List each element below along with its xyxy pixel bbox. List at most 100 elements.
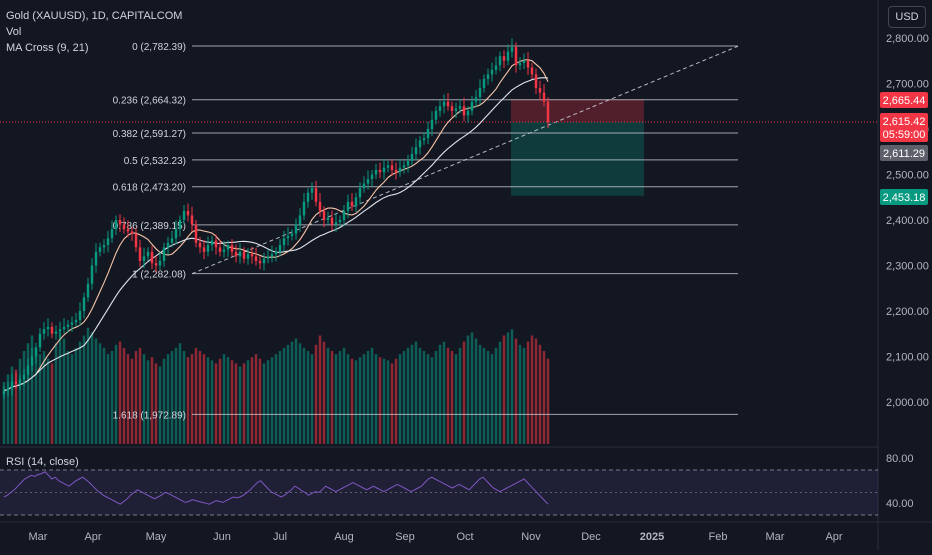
volume-bar [314, 344, 318, 444]
trend-line[interactable] [0, 45, 878, 275]
volume-bar [114, 344, 118, 444]
candle-body [298, 215, 302, 225]
candle-body [86, 283, 90, 298]
volume-bar [330, 351, 334, 444]
symbol-title[interactable]: Gold (XAUUSD), 1D, CAPITALCOM [6, 10, 183, 22]
candle-body [62, 326, 66, 330]
time-tick-label: May [146, 531, 167, 543]
candle-body [234, 251, 238, 257]
volume-bar [366, 351, 370, 444]
volume-bar [426, 354, 430, 444]
candle-body [494, 65, 498, 70]
volume-bar [402, 351, 406, 444]
candle-body [58, 329, 62, 332]
candle-body [430, 119, 434, 129]
candle-body [250, 254, 254, 257]
volume-bar [214, 363, 218, 444]
volume-bar [110, 351, 114, 444]
volume-bar [250, 357, 254, 444]
volume-bar [146, 360, 150, 444]
currency-button[interactable]: USD [888, 6, 926, 28]
rsi-tick-label: 80.00 [886, 453, 914, 465]
time-tick-label: 2025 [640, 531, 664, 543]
candle-body [402, 165, 406, 168]
volume-bar [102, 347, 106, 444]
candle-body [14, 381, 18, 384]
time-tick-label: Dec [581, 531, 601, 543]
candle-body [502, 56, 506, 61]
volume-bar [166, 354, 170, 444]
long-position-box[interactable] [511, 99, 644, 196]
volume-bar [198, 351, 202, 444]
rsi-legend[interactable]: RSI (14, close) [6, 456, 79, 468]
volume-bar [118, 341, 122, 444]
candle-body [418, 140, 422, 148]
price-axis[interactable]: 2,800.002,700.002,600.002,500.002,400.00… [886, 33, 929, 409]
volume-bar [382, 358, 386, 444]
volume-bar [6, 374, 10, 444]
volume-bar [462, 341, 466, 444]
time-tick-label: Jun [213, 531, 231, 543]
volume-bar [434, 351, 438, 444]
volume-bar [22, 351, 26, 444]
volume-bar [414, 341, 418, 444]
candle-body [22, 374, 26, 380]
price-badge-label: 05:59:00 [883, 129, 926, 141]
price-badge-label: 2,611.29 [883, 148, 925, 160]
candle-body [394, 169, 398, 173]
volume-bar [446, 347, 450, 444]
candle-body [266, 256, 270, 259]
time-axis[interactable]: Mar Apr May Jun Jul Aug Sep Oct Nov Dec 2025 Feb Mar… [29, 531, 843, 543]
volume-bar [190, 354, 194, 444]
candle-body [530, 67, 534, 75]
candle-body [306, 192, 310, 202]
volume-legend[interactable]: Vol [6, 26, 22, 38]
candle-body [102, 245, 106, 248]
volume-bar [98, 343, 102, 444]
volume-bar [150, 357, 154, 444]
price-badge-label: 2,453.18 [883, 192, 926, 204]
time-tick-label: Apr [825, 531, 842, 543]
volume-bar [70, 354, 74, 444]
candle-body [230, 245, 234, 252]
candle-body [70, 322, 74, 325]
candle-body [222, 249, 226, 252]
candle-body [166, 242, 170, 248]
candle-body [294, 224, 298, 234]
volume-bar [130, 358, 134, 444]
volume-bar [154, 363, 158, 444]
stop-loss-zone [511, 99, 644, 122]
volume-bar [38, 354, 42, 444]
candle-body [366, 179, 370, 184]
volume-bar [82, 335, 86, 444]
candle-body [274, 251, 278, 255]
candle-body [546, 101, 550, 123]
fib-level-label: 1 (2,282.08) [132, 270, 186, 281]
volume-bar [138, 347, 142, 444]
fib-level-label: 1.618 (1,972.89) [113, 410, 186, 421]
candle-body [38, 333, 42, 348]
candle-body [398, 167, 402, 173]
volume-bar [354, 360, 358, 444]
volume-bar [278, 351, 282, 444]
volume-bar [358, 357, 362, 444]
candle-body [254, 256, 258, 261]
volume-bar [78, 341, 82, 444]
volume-bar [310, 354, 314, 444]
volume-bars [2, 327, 550, 444]
volume-bar [74, 347, 78, 444]
volume-bar [90, 332, 94, 444]
candle-body [490, 69, 494, 75]
candle-body [194, 224, 198, 243]
volume-bar [182, 351, 186, 444]
volume-bar [502, 335, 506, 444]
volume-bar [406, 347, 410, 444]
fib-level-label: 0.382 (2,591.27) [113, 129, 186, 140]
price-tick-label: 2,700.00 [886, 79, 929, 91]
fib-level-label: 0.236 (2,664.32) [113, 96, 186, 107]
ma-cross-legend[interactable]: MA Cross (9, 21) [6, 42, 89, 54]
candle-body [162, 247, 166, 261]
volume-bar [538, 344, 542, 444]
